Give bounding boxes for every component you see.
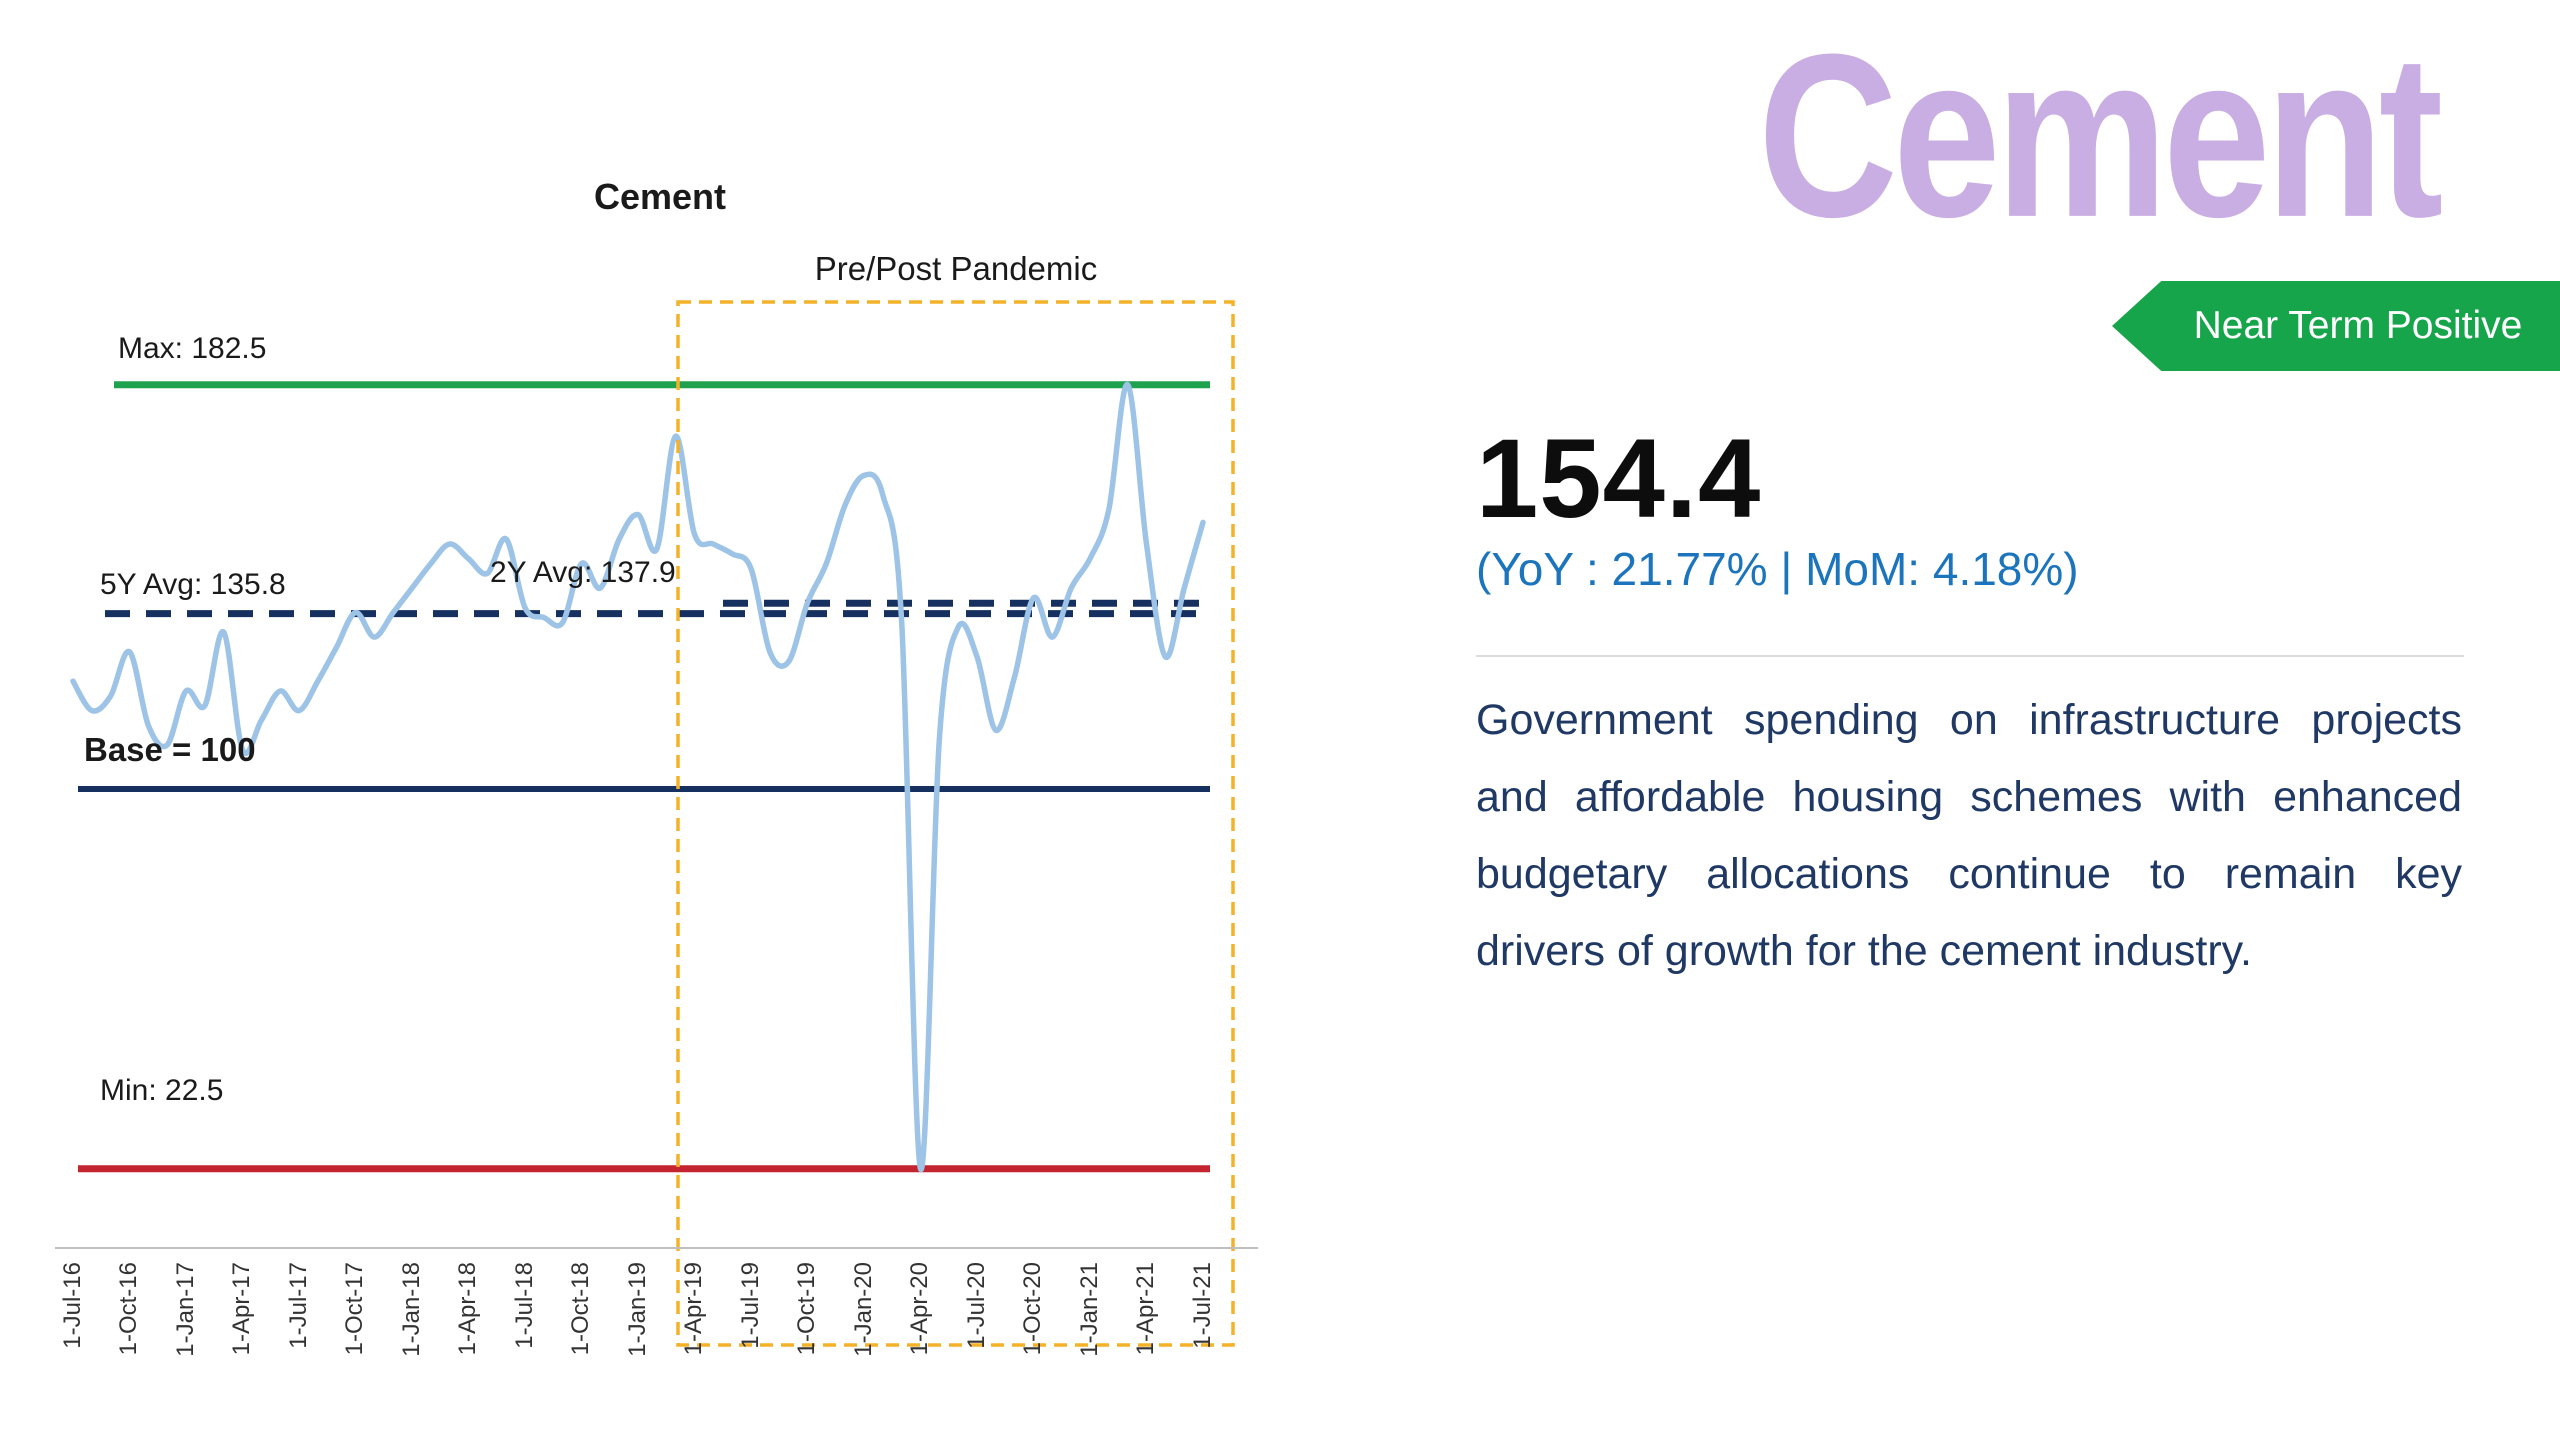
- rating-badge: Near Term Positive: [2112, 281, 2560, 371]
- commentary-text: Government spending on infrastructure pr…: [1476, 696, 2462, 975]
- x-axis-tick-label: 1-Jan-18: [397, 1262, 425, 1357]
- x-axis-tick-label: 1-Apr-18: [454, 1262, 482, 1356]
- pandemic-annotation-label: Pre/Post Pandemic: [814, 250, 1098, 287]
- max-line-label: Max: 182.5: [118, 332, 267, 365]
- x-axis-tick-label: 1-Apr-20: [906, 1262, 934, 1356]
- x-axis-tick-label: 1-Jul-18: [510, 1262, 538, 1349]
- x-axis-tick-label: 1-Apr-17: [228, 1262, 256, 1356]
- x-axis-tick-label: 1-Jul-19: [736, 1262, 764, 1349]
- avg-5y-line-label: 5Y Avg: 135.8: [100, 568, 286, 601]
- x-axis-tick-label: 1-Oct-20: [1019, 1262, 1047, 1356]
- yoy-mom-change: (YoY : 21.77% | MoM: 4.18%): [1476, 543, 2079, 595]
- x-axis-tick-label: 1-Oct-19: [793, 1262, 821, 1356]
- avg-2y-line-label: 2Y Avg: 137.9: [490, 556, 676, 589]
- x-axis-tick-label: 1-Oct-17: [341, 1262, 369, 1356]
- industry-title: Cement: [1757, 6, 2443, 266]
- x-axis-tick-label: 1-Apr-21: [1132, 1262, 1160, 1356]
- x-axis-tick-label: 1-Oct-16: [115, 1262, 143, 1356]
- x-axis-tick-label: 1-Apr-19: [680, 1262, 708, 1356]
- min-line-label: Min: 22.5: [100, 1074, 224, 1107]
- chart-title: Cement: [593, 176, 727, 217]
- current-index-value: 154.4: [1476, 416, 1762, 541]
- x-axis-tick-label: 1-Jan-21: [1075, 1262, 1103, 1357]
- x-axis-tick-label: 1-Jul-20: [962, 1262, 990, 1349]
- x-axis-tick-label: 1-Oct-18: [567, 1262, 595, 1356]
- divider-line: [1476, 655, 2464, 657]
- x-axis-tick-label: 1-Jul-17: [284, 1262, 312, 1349]
- x-axis-tick-label: 1-Jul-21: [1188, 1262, 1216, 1349]
- x-axis-tick-label: 1-Jan-17: [171, 1262, 199, 1357]
- x-axis-tick-label: 1-Jan-19: [623, 1262, 651, 1357]
- x-axis-tick-label: 1-Jan-20: [849, 1262, 877, 1357]
- rating-badge-label: Near Term Positive: [2193, 304, 2523, 347]
- base-line-label: Base = 100: [84, 731, 256, 768]
- x-axis-tick-label: 1-Jul-16: [59, 1262, 86, 1349]
